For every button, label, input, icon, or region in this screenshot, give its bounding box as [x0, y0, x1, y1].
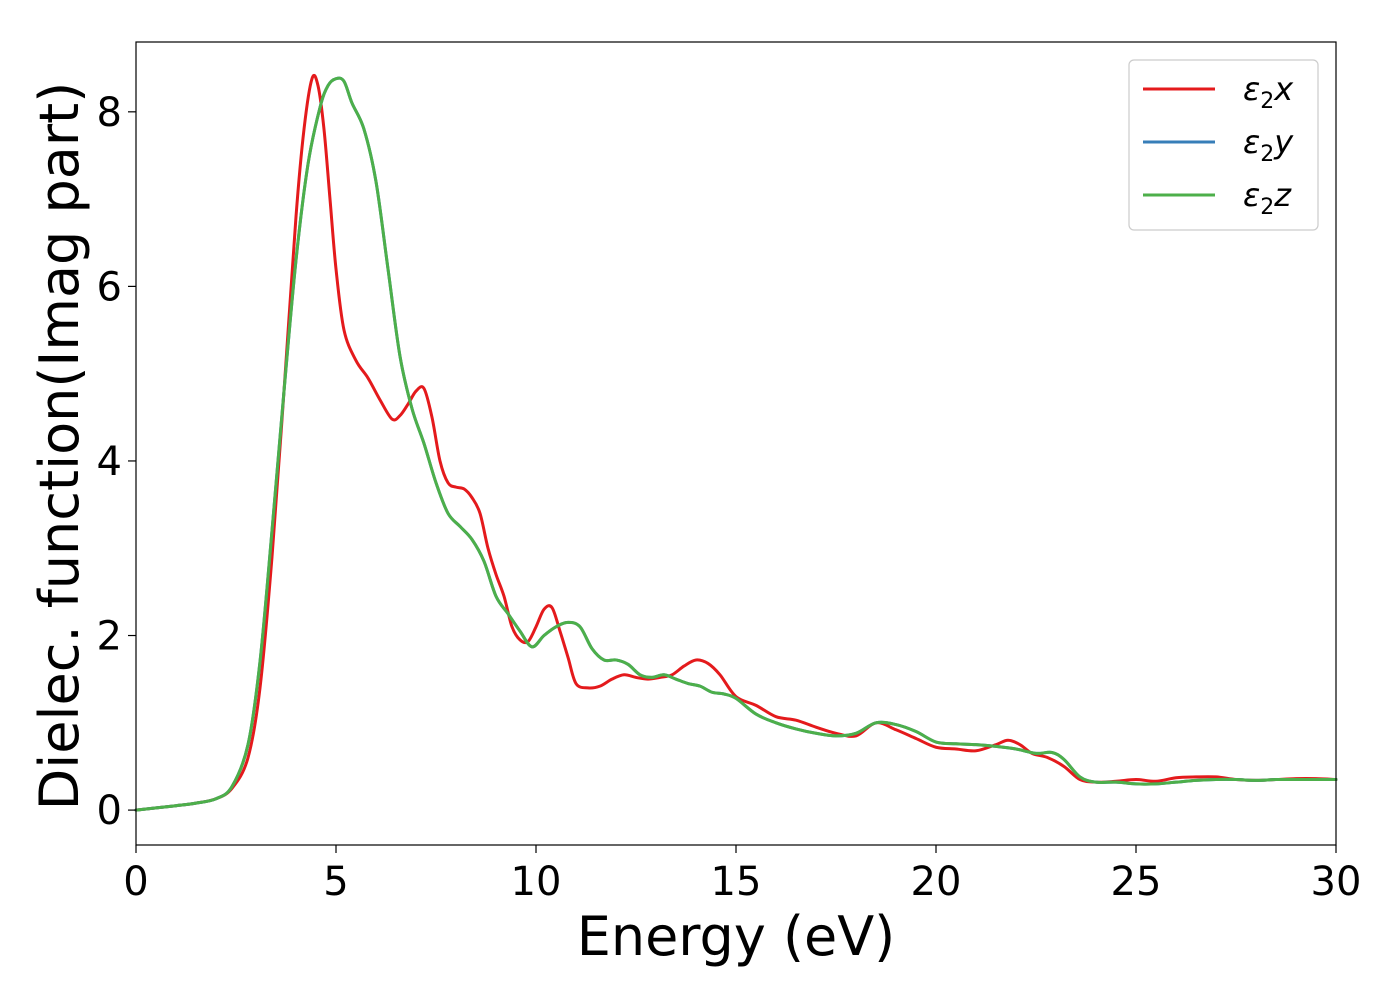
series-lines: [134, 73, 1338, 812]
y-tick-label: 2: [97, 614, 122, 660]
y-tick-label: 8: [97, 90, 122, 136]
x-tick-label: 20: [911, 859, 962, 905]
x-tick-label: 25: [1111, 859, 1162, 905]
x-tick-label: 10: [511, 859, 562, 905]
y-tick-label: 4: [97, 439, 122, 485]
legend-box: [1128, 59, 1319, 231]
x-axis-ticks: 0 5 10 15 20 25 30: [123, 845, 1361, 905]
legend: ε2x ε2y ε2z: [1128, 59, 1319, 231]
y-axis-title: Dielec. function(Imag part): [28, 82, 91, 811]
legend-label-y: ε2y: [1243, 123, 1294, 167]
x-axis-title: Energy (eV): [577, 905, 896, 968]
legend-label-z: ε2z: [1243, 176, 1292, 220]
x-tick-label: 15: [711, 859, 762, 905]
legend-label-x: ε2x: [1243, 70, 1294, 114]
series-line-z: [134, 76, 1338, 812]
x-tick-label: 0: [123, 859, 148, 905]
y-tick-label: 0: [97, 788, 122, 834]
y-tick-label: 6: [97, 264, 122, 310]
x-tick-label: 30: [1311, 859, 1362, 905]
y-axis-ticks: 0 2 4 6 8: [97, 90, 136, 834]
x-tick-label: 5: [323, 859, 348, 905]
series-line-x: [134, 73, 1338, 812]
